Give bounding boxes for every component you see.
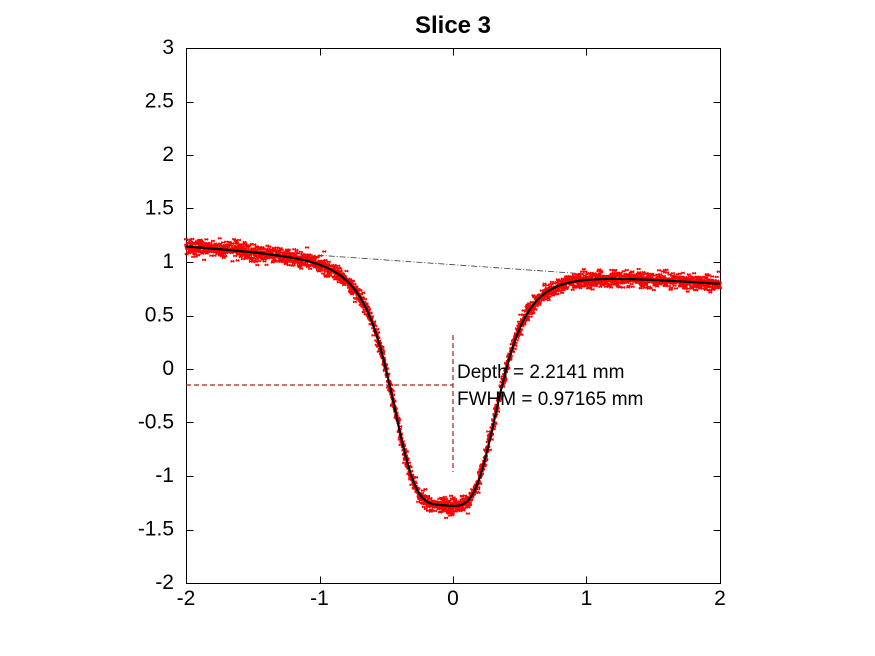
svg-text:0: 0 xyxy=(162,357,174,380)
svg-text:1: 1 xyxy=(581,587,593,610)
svg-text:Slice 3: Slice 3 xyxy=(415,12,491,39)
svg-text:FWHM = 0.97165 mm: FWHM = 0.97165 mm xyxy=(457,389,643,410)
svg-text:-2: -2 xyxy=(155,571,174,594)
svg-text:3: 3 xyxy=(162,36,174,59)
svg-text:-2: -2 xyxy=(177,587,196,610)
svg-text:-1.5: -1.5 xyxy=(138,518,174,541)
svg-text:Depth = 2.2141 mm: Depth = 2.2141 mm xyxy=(457,362,624,383)
svg-text:-1: -1 xyxy=(155,464,174,487)
svg-text:2: 2 xyxy=(162,143,174,166)
svg-text:0.5: 0.5 xyxy=(145,304,174,327)
svg-text:1: 1 xyxy=(162,250,174,273)
svg-text:2.5: 2.5 xyxy=(145,90,174,113)
svg-text:0: 0 xyxy=(447,587,459,610)
svg-text:-1: -1 xyxy=(310,587,329,610)
svg-text:1.5: 1.5 xyxy=(145,197,174,220)
svg-text:-0.5: -0.5 xyxy=(138,411,174,434)
svg-text:2: 2 xyxy=(714,587,726,610)
